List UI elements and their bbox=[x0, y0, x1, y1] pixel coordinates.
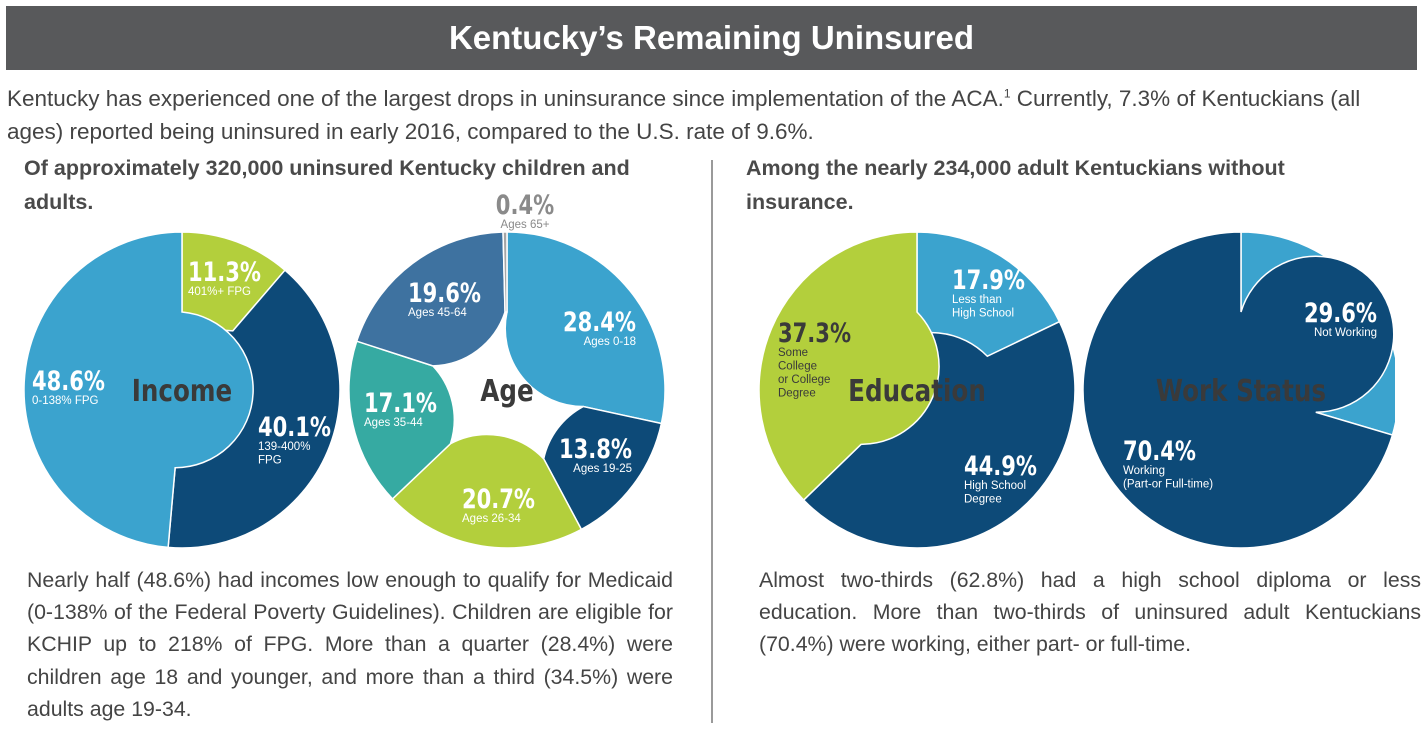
sublabel-education-2-3: Degree bbox=[778, 388, 816, 400]
center-label-work-status: Work Status bbox=[1156, 375, 1326, 409]
value-label-education-0: 17.9% bbox=[952, 264, 1025, 295]
slice-age-5 bbox=[502, 231, 508, 313]
sublabel-age-4-0: Ages 45-64 bbox=[408, 307, 467, 319]
value-label-income-0: 11.3% bbox=[188, 256, 261, 287]
sublabel-work-status-1-1: (Part-or Full-time) bbox=[1123, 479, 1213, 491]
sublabel-age-3-0: Ages 35-44 bbox=[364, 417, 423, 429]
slice-age-3 bbox=[348, 340, 455, 500]
chart-income bbox=[23, 231, 341, 549]
title-bar: Kentucky’s Remaining Uninsured bbox=[6, 6, 1417, 70]
intro-text-start: Kentucky has experienced one of the larg… bbox=[7, 86, 1004, 111]
right-panel-body: Almost two-thirds (62.8%) had a high sch… bbox=[759, 568, 1421, 657]
value-label-age-0: 28.4% bbox=[563, 306, 636, 337]
slice-age-2 bbox=[391, 433, 583, 549]
intro-text-end: Currently, 7.3% of Kentuckians (all ages… bbox=[7, 86, 1361, 144]
slice-income-2 bbox=[23, 231, 254, 549]
right-panel-heading: Among the nearly 234,000 adult Kentuckia… bbox=[746, 156, 1285, 214]
sublabel-income-1-1: FPG bbox=[258, 455, 282, 467]
sublabel-work-status-1-0: Working bbox=[1123, 465, 1165, 477]
intro-paragraph: Kentucky has experienced one of the larg… bbox=[7, 82, 1417, 148]
center-label-age: Age bbox=[480, 375, 533, 409]
chart-education bbox=[758, 231, 1076, 549]
center-label-education: Education bbox=[848, 375, 986, 409]
sublabel-education-2-2: or College bbox=[778, 374, 830, 386]
value-label-work-status-0: 29.6% bbox=[1304, 297, 1377, 328]
sublabel-age-1-0: Ages 19-25 bbox=[573, 463, 632, 475]
slice-age-0 bbox=[504, 231, 666, 425]
chart-work-status bbox=[1082, 231, 1395, 549]
sublabel-education-2-0: Some bbox=[778, 347, 808, 359]
value-label-age-2: 20.7% bbox=[462, 483, 535, 514]
slice-education-2 bbox=[758, 231, 940, 502]
sublabel-income-0-0: 401%+ FPG bbox=[188, 286, 251, 298]
sublabel-education-0-1: High School bbox=[952, 308, 1014, 320]
panel-divider bbox=[711, 160, 713, 723]
sublabel-work-status-0-0: Not Working bbox=[1314, 327, 1377, 339]
page-title: Kentucky’s Remaining Uninsured bbox=[448, 19, 975, 56]
value-label-work-status-1: 70.4% bbox=[1123, 435, 1196, 466]
sublabel-education-2-1: College bbox=[778, 361, 817, 373]
value-label-age-4: 19.6% bbox=[408, 277, 481, 308]
left-panel-body: Nearly half (48.6%) had incomes low enou… bbox=[27, 568, 673, 721]
value-label-age-1: 13.8% bbox=[559, 433, 632, 464]
value-label-income-1: 40.1% bbox=[258, 411, 331, 442]
sublabel-education-0-0: Less than bbox=[952, 294, 1002, 306]
value-label-age-5: 0.4% bbox=[496, 189, 554, 220]
value-label-education-1: 44.9% bbox=[964, 450, 1037, 481]
sublabel-education-1-1: Degree bbox=[964, 494, 1002, 506]
sublabel-income-2-0: 0-138% FPG bbox=[32, 395, 99, 407]
footnote-marker: 1 bbox=[1003, 86, 1011, 101]
value-label-income-2: 48.6% bbox=[32, 365, 105, 396]
value-label-age-3: 17.1% bbox=[364, 387, 437, 418]
sublabel-age-2-0: Ages 26-34 bbox=[462, 513, 521, 525]
sublabel-age-5-0: Ages 65+ bbox=[501, 219, 550, 231]
slice-age-4 bbox=[355, 231, 506, 367]
sublabel-age-0-0: Ages 0-18 bbox=[584, 336, 636, 348]
sublabel-income-1-0: 139-400% bbox=[258, 441, 310, 453]
center-label-income: Income bbox=[132, 375, 232, 409]
slice-work-status-1 bbox=[1082, 231, 1395, 549]
chart-age bbox=[348, 231, 666, 549]
sublabel-education-1-0: High School bbox=[964, 480, 1026, 492]
left-panel-heading: Of approximately 320,000 uninsured Kentu… bbox=[24, 156, 630, 214]
value-label-education-2: 37.3% bbox=[778, 317, 851, 348]
